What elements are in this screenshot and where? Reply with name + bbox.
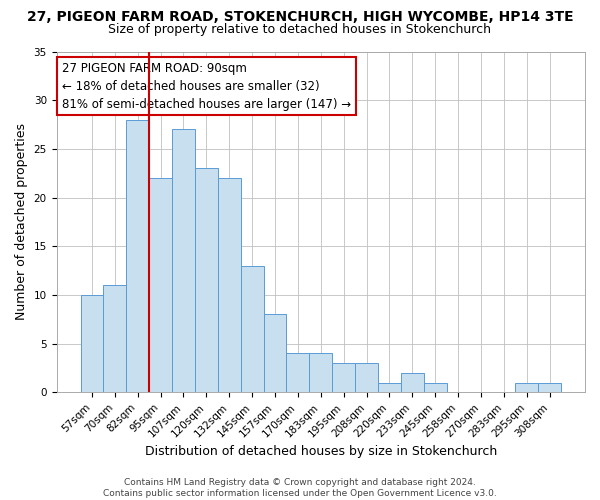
Bar: [103, 285, 127, 393]
Bar: [195, 168, 218, 392]
Text: Contains HM Land Registry data © Crown copyright and database right 2024.
Contai: Contains HM Land Registry data © Crown c…: [103, 478, 497, 498]
Bar: [538, 382, 561, 392]
Bar: [263, 314, 286, 392]
Bar: [424, 382, 446, 392]
Bar: [310, 354, 332, 393]
Bar: [218, 178, 241, 392]
Bar: [80, 295, 103, 392]
Bar: [127, 120, 149, 392]
Bar: [401, 373, 424, 392]
Bar: [355, 363, 378, 392]
Bar: [172, 130, 195, 392]
Bar: [378, 382, 401, 392]
Bar: [332, 363, 355, 392]
Text: Size of property relative to detached houses in Stokenchurch: Size of property relative to detached ho…: [109, 22, 491, 36]
Bar: [515, 382, 538, 392]
X-axis label: Distribution of detached houses by size in Stokenchurch: Distribution of detached houses by size …: [145, 444, 497, 458]
Text: 27, PIGEON FARM ROAD, STOKENCHURCH, HIGH WYCOMBE, HP14 3TE: 27, PIGEON FARM ROAD, STOKENCHURCH, HIGH…: [26, 10, 574, 24]
Bar: [286, 354, 310, 393]
Y-axis label: Number of detached properties: Number of detached properties: [15, 124, 28, 320]
Text: 27 PIGEON FARM ROAD: 90sqm
← 18% of detached houses are smaller (32)
81% of semi: 27 PIGEON FARM ROAD: 90sqm ← 18% of deta…: [62, 62, 351, 110]
Bar: [149, 178, 172, 392]
Bar: [241, 266, 263, 392]
